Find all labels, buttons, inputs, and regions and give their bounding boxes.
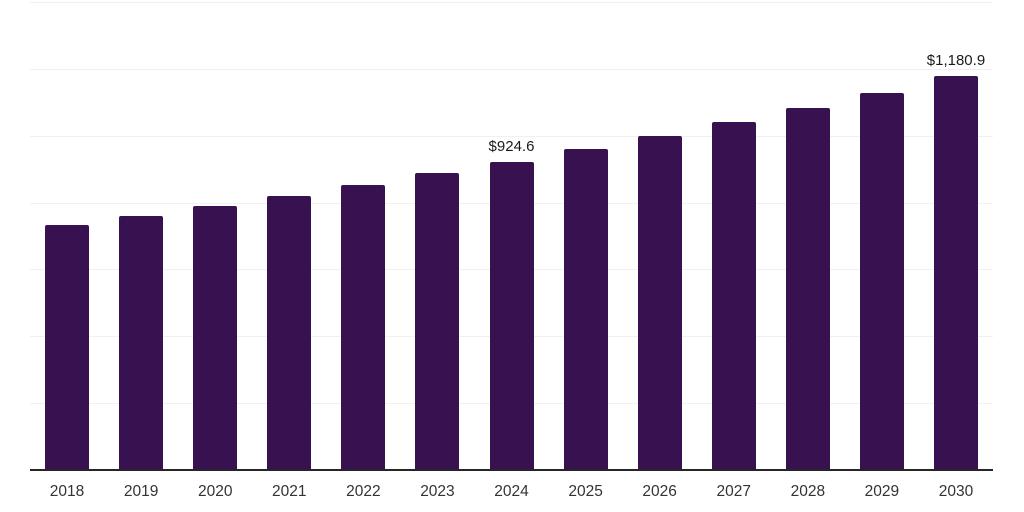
bar-slot [400, 3, 474, 471]
x-tick-label: 2024 [494, 483, 529, 500]
x-tick-label: 2022 [346, 483, 381, 500]
x-axis-labels: 2018 2019 2020 2021 2022 2023 2024 2025 2026 2027… [30, 483, 993, 501]
gridline [30, 2, 993, 3]
gridline [30, 68, 993, 70]
x-axis-line [30, 469, 993, 471]
x-tick-label: 2028 [790, 483, 826, 500]
x-tick-label: 2029 [864, 483, 900, 500]
bar-value-label: $924.6 [488, 137, 535, 155]
x-tick-label: 2027 [716, 483, 751, 500]
bar [341, 185, 386, 471]
bar-slot [30, 3, 104, 471]
bar-slot [549, 3, 623, 471]
bar-slot [104, 3, 178, 471]
bar [859, 92, 904, 471]
bar-slot [623, 3, 697, 471]
x-tick-label: 2025 [568, 483, 603, 500]
bar [193, 206, 238, 471]
bar [489, 161, 534, 471]
bar [415, 173, 460, 471]
bar-slot [697, 3, 771, 471]
bar-slot [771, 3, 845, 471]
x-tick-label: 2020 [197, 483, 233, 500]
bar-slot: $924.6 [474, 3, 548, 471]
bar [267, 195, 312, 471]
plot-area: $924.6 $1,180.9 [30, 2, 993, 471]
bar [711, 122, 756, 471]
x-tick-label: 2030 [938, 483, 974, 500]
bar-slot [178, 3, 252, 471]
x-tick-label: 2019 [123, 483, 159, 500]
bar-value-label: $1,180.9 [926, 52, 986, 70]
bar [933, 76, 978, 471]
bar-slot [252, 3, 326, 471]
x-tick-label: 2018 [49, 483, 85, 500]
gridline [30, 135, 993, 137]
bar-slot [326, 3, 400, 471]
x-tick-label: 2021 [272, 483, 307, 500]
bar [45, 224, 90, 471]
bars: $924.6 $1,180.9 [30, 3, 993, 471]
bar [637, 135, 682, 471]
x-tick-label: 2023 [420, 483, 455, 500]
bar-slot [845, 3, 919, 471]
bar-slot: $1,180.9 [919, 3, 993, 471]
bar [563, 149, 608, 471]
bar [119, 215, 164, 471]
x-tick-label: 2026 [642, 483, 677, 500]
bar [785, 108, 830, 471]
